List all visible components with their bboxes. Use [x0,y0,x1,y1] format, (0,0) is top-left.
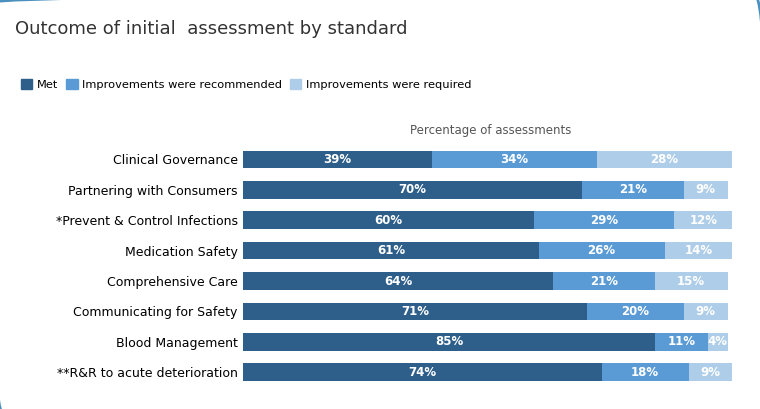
Bar [243,364,602,381]
Bar [534,211,674,229]
Text: 85%: 85% [435,335,463,348]
Bar [243,272,553,290]
Text: 64%: 64% [384,274,413,288]
Text: 39%: 39% [324,153,352,166]
Text: 74%: 74% [408,366,436,379]
Text: 11%: 11% [667,335,695,348]
Text: 4%: 4% [708,335,728,348]
Bar [664,242,733,259]
Bar [684,303,727,320]
Text: 71%: 71% [401,305,429,318]
Text: 9%: 9% [695,305,716,318]
Bar [684,181,727,199]
Text: 21%: 21% [590,274,618,288]
Text: 14%: 14% [685,244,713,257]
Bar [674,211,733,229]
Bar [602,364,689,381]
Text: Percentage of assessments: Percentage of assessments [410,124,571,137]
Bar [587,303,684,320]
Bar [243,151,432,168]
Bar [243,242,539,259]
Text: 21%: 21% [619,183,647,196]
Bar [243,333,655,351]
Bar [582,181,684,199]
Bar [655,272,727,290]
Text: 29%: 29% [590,214,618,227]
Text: 70%: 70% [399,183,426,196]
Text: 28%: 28% [651,153,679,166]
Bar [539,242,664,259]
Bar [432,151,597,168]
Text: 18%: 18% [631,366,659,379]
Text: 61%: 61% [377,244,405,257]
Bar [243,211,534,229]
Text: 9%: 9% [701,366,720,379]
Text: 15%: 15% [677,274,705,288]
Bar [655,333,708,351]
Bar [597,151,733,168]
Text: 9%: 9% [695,183,716,196]
Text: 20%: 20% [622,305,650,318]
Bar [708,333,727,351]
Legend: Met, Improvements were recommended, Improvements were required: Met, Improvements were recommended, Impr… [21,79,471,90]
Text: 26%: 26% [587,244,616,257]
Text: 12%: 12% [689,214,717,227]
Text: Outcome of initial  assessment by standard: Outcome of initial assessment by standar… [15,20,407,38]
Bar [243,181,582,199]
Text: 34%: 34% [500,153,528,166]
Bar [243,303,587,320]
Bar [689,364,733,381]
Text: 60%: 60% [375,214,403,227]
Bar [553,272,655,290]
